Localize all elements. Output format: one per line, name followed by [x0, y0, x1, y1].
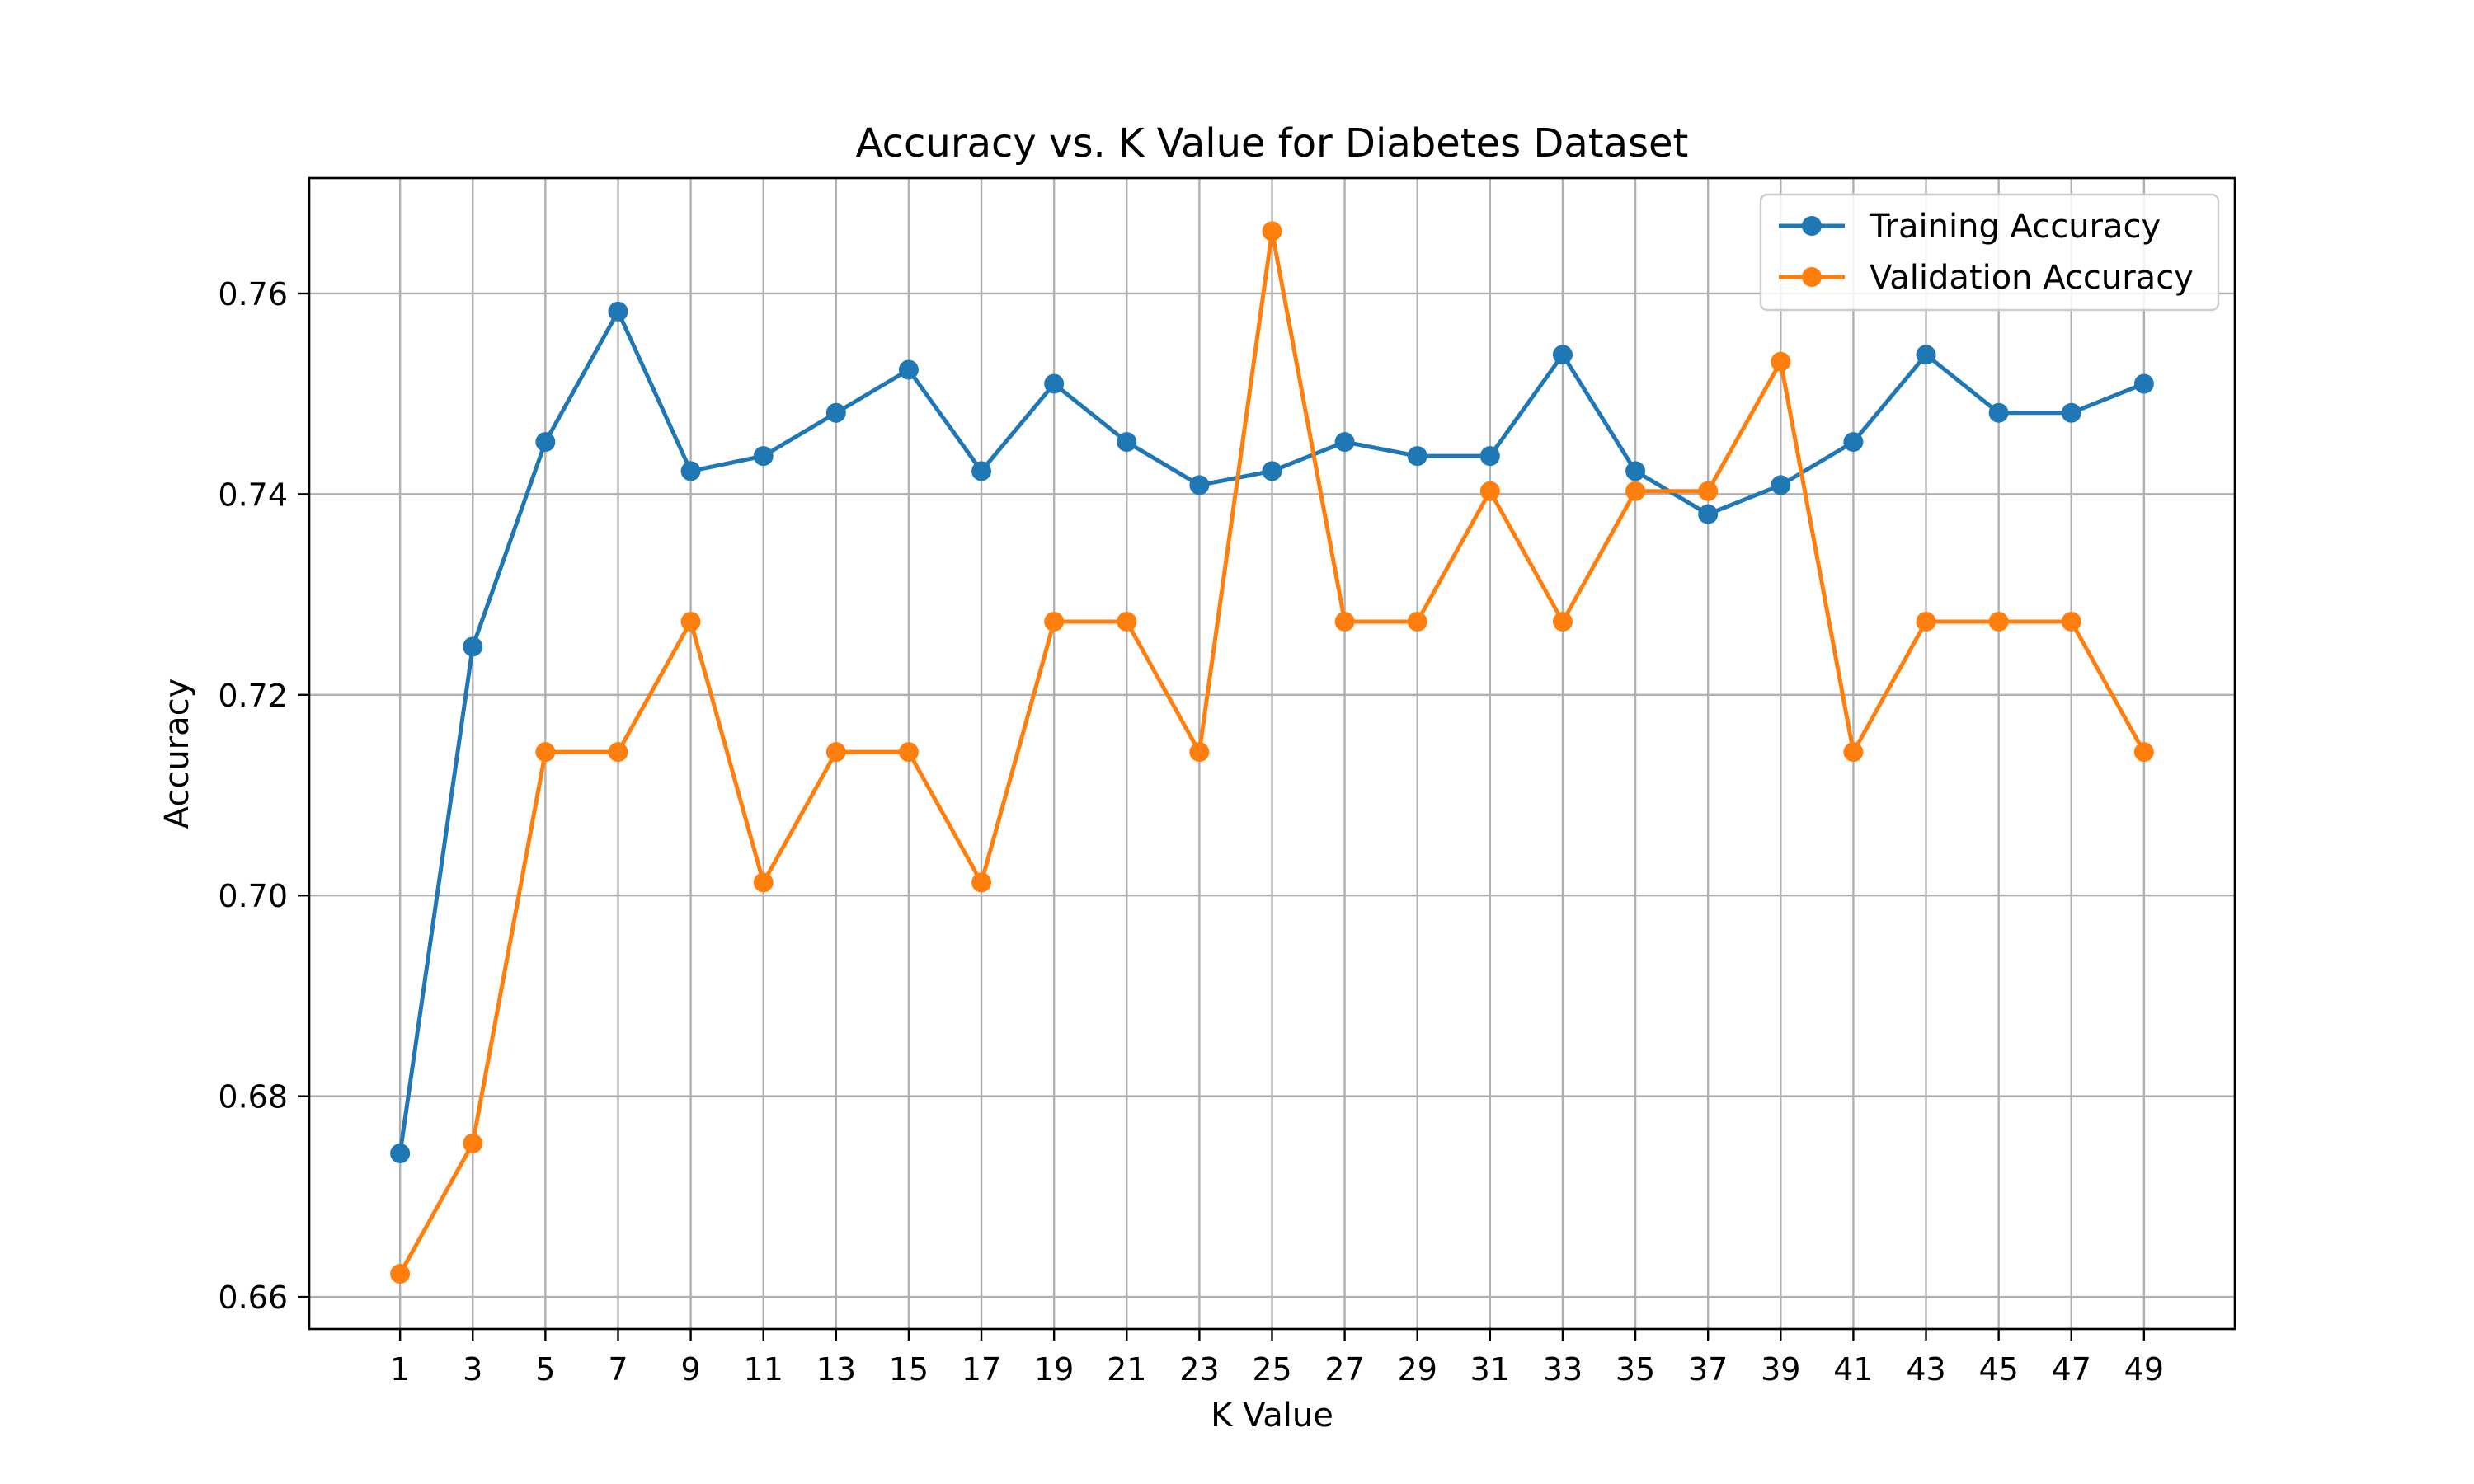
- validation-accuracy-point: [1479, 481, 1500, 501]
- x-tick-label: 11: [744, 1351, 783, 1388]
- x-tick-label: 5: [535, 1351, 555, 1388]
- training-accuracy-point: [680, 461, 701, 481]
- y-tick-label: 0.70: [218, 878, 288, 914]
- training-accuracy-point: [1334, 432, 1355, 453]
- y-tick-label: 0.76: [218, 276, 288, 312]
- x-tick-label: 31: [1470, 1351, 1510, 1388]
- x-tick-label: 41: [1833, 1351, 1873, 1388]
- training-accuracy-point: [971, 461, 992, 481]
- x-tick-label: 49: [2124, 1351, 2164, 1388]
- x-tick-label: 9: [681, 1351, 701, 1388]
- training-accuracy-point: [1552, 345, 1573, 365]
- x-tick-label: 23: [1179, 1351, 1219, 1388]
- training-accuracy-point: [1698, 504, 1719, 524]
- x-tick-label: 43: [1906, 1351, 1945, 1388]
- x-tick-label: 1: [390, 1351, 410, 1388]
- legend-swatch-marker: [1802, 267, 1822, 287]
- training-accuracy-point: [535, 432, 556, 453]
- training-accuracy-point: [1479, 446, 1500, 467]
- validation-accuracy-point: [463, 1133, 483, 1153]
- axis-ticks: 1 3 5 7 9 11 13 15 17 19 21 23 25 27 29 31 33 35 37 39 41 43 4…: [218, 276, 2164, 1388]
- training-accuracy-point: [1262, 461, 1282, 481]
- x-tick-label: 17: [962, 1351, 1001, 1388]
- training-accuracy-point: [608, 301, 628, 322]
- validation-accuracy-point: [680, 611, 701, 632]
- legend-box: [1759, 193, 2220, 312]
- validation-accuracy-point: [1334, 611, 1355, 632]
- training-accuracy-point: [2061, 402, 2081, 423]
- x-tick-label: 37: [1688, 1351, 1728, 1388]
- training-accuracy-point: [1044, 373, 1065, 394]
- x-tick-label: 7: [608, 1351, 628, 1388]
- validation-accuracy-point: [1552, 611, 1573, 632]
- training-accuracy-point: [825, 402, 846, 423]
- validation-accuracy-point: [1044, 611, 1065, 632]
- validation-accuracy-point: [971, 872, 992, 893]
- training-accuracy-point: [753, 446, 774, 467]
- validation-accuracy-point: [1262, 221, 1282, 242]
- legend-swatch-marker: [1802, 216, 1822, 236]
- training-accuracy-point: [1771, 475, 1791, 495]
- y-tick-label: 0.72: [218, 678, 288, 714]
- training-accuracy-point: [1189, 475, 1210, 495]
- training-accuracy-point: [898, 359, 919, 380]
- validation-accuracy-point: [608, 742, 628, 763]
- y-tick-label: 0.66: [218, 1280, 288, 1316]
- validation-accuracy-point: [825, 742, 846, 763]
- x-tick-label: 19: [1034, 1351, 1074, 1388]
- legend: Training Accuracy Validation Accuracy: [1759, 193, 2220, 312]
- training-accuracy-point: [1117, 432, 1137, 453]
- validation-accuracy-point: [2061, 611, 2081, 632]
- validation-accuracy-point: [1771, 351, 1791, 372]
- training-accuracy-point: [1916, 345, 1936, 365]
- validation-accuracy-point: [1117, 611, 1137, 632]
- x-tick-label: 15: [889, 1351, 929, 1388]
- validation-accuracy-point: [1407, 611, 1427, 632]
- validation-accuracy-point: [1189, 742, 1210, 763]
- x-tick-label: 39: [1761, 1351, 1800, 1388]
- data-series: [390, 221, 2154, 1284]
- validation-accuracy-point: [1625, 481, 1646, 501]
- legend-label: Validation Accuracy: [1870, 259, 2194, 297]
- x-tick-label: 45: [1978, 1351, 2018, 1388]
- x-tick-label: 35: [1616, 1351, 1655, 1388]
- x-axis-label: K Value: [1211, 1397, 1333, 1435]
- training-accuracy-point: [1988, 402, 2009, 423]
- legend-label: Training Accuracy: [1869, 208, 2161, 246]
- validation-accuracy-point: [1916, 611, 1936, 632]
- validation-accuracy-point: [898, 742, 919, 763]
- training-accuracy-point: [1407, 446, 1427, 467]
- x-tick-label: 27: [1324, 1351, 1364, 1388]
- grid-lines: [309, 178, 2235, 1329]
- y-tick-label: 0.68: [218, 1079, 288, 1115]
- validation-accuracy-point: [1988, 611, 2009, 632]
- training-accuracy-point: [463, 636, 483, 657]
- validation-accuracy-point: [535, 742, 556, 763]
- x-tick-label: 21: [1107, 1351, 1146, 1388]
- x-tick-label: 13: [816, 1351, 856, 1388]
- validation-accuracy-point: [1843, 742, 1864, 763]
- chart-title: Accuracy vs. K Value for Diabetes Datase…: [856, 120, 1689, 167]
- y-tick-label: 0.74: [218, 477, 288, 513]
- training-accuracy-point: [2133, 373, 2154, 394]
- x-tick-label: 25: [1252, 1351, 1291, 1388]
- validation-accuracy-point: [753, 872, 774, 893]
- x-tick-label: 3: [463, 1351, 482, 1388]
- validation-accuracy-point: [1698, 481, 1719, 501]
- y-axis-label: Accuracy: [158, 679, 196, 829]
- validation-accuracy-point: [2133, 742, 2154, 763]
- x-tick-label: 29: [1398, 1351, 1437, 1388]
- training-accuracy-point: [1843, 432, 1864, 453]
- validation-accuracy-point: [390, 1264, 411, 1284]
- training-accuracy-point: [1625, 461, 1646, 481]
- training-accuracy-point: [390, 1144, 411, 1164]
- x-tick-label: 33: [1543, 1351, 1583, 1388]
- x-tick-label: 47: [2052, 1351, 2091, 1388]
